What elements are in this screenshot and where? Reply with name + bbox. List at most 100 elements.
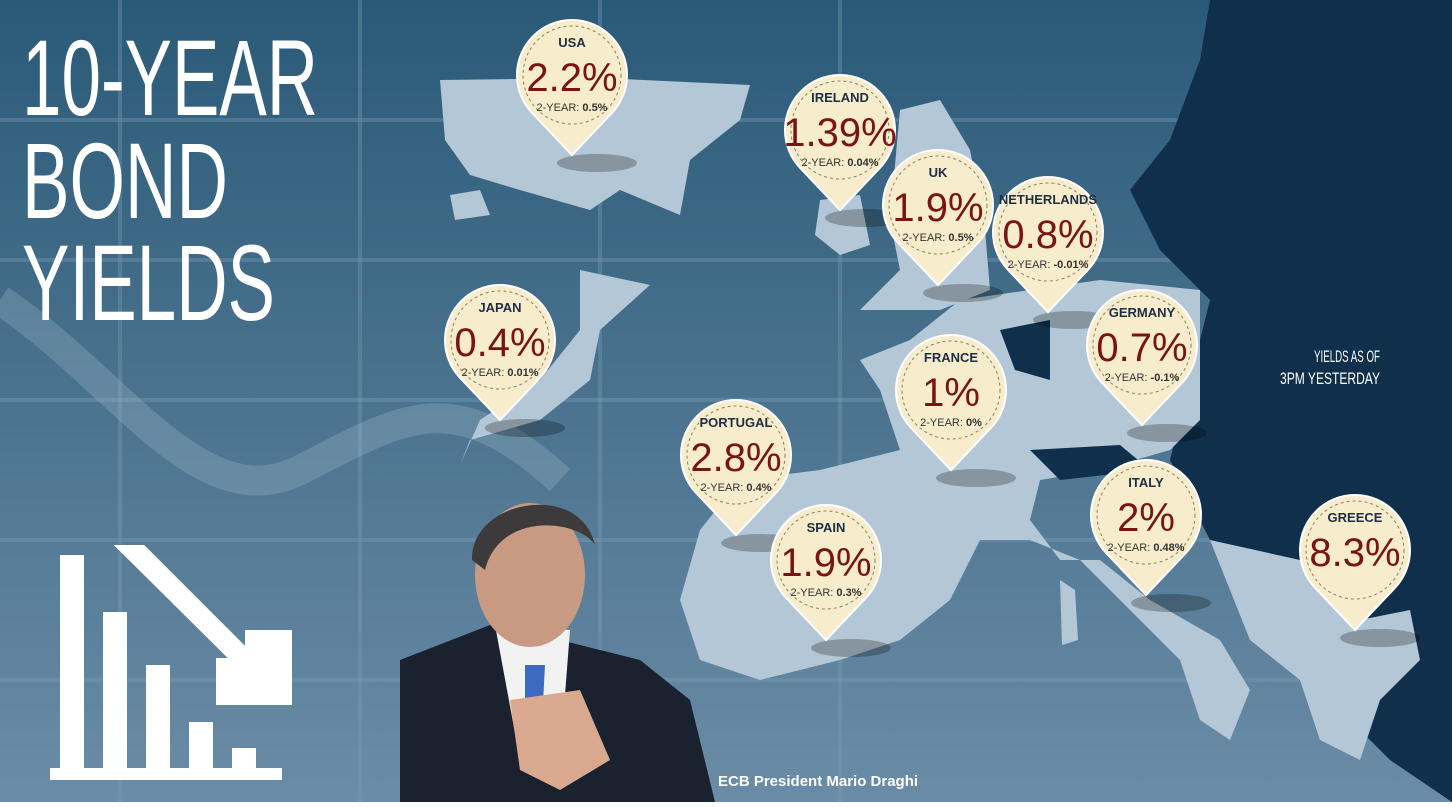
yield-10: 0.8% [1002,213,1093,257]
pin-dash [1096,465,1196,565]
pin: UK 1.9% 2-YEAR: 0.5% [882,149,1003,302]
pin-shape [992,176,1104,314]
pin-shape [1299,494,1411,632]
decor-wave [0,287,571,496]
yield-2-label: 2-YEAR: [801,157,844,169]
yield-2: 2-YEAR: 0.01% [461,367,538,379]
pin-shadow [923,284,1003,302]
country: FRANCE [924,350,978,365]
title-line: YIELDS [22,222,275,343]
country: USA [558,35,586,50]
country: GREECE [1328,510,1383,525]
yield-2-label: 2-YEAR: [791,587,834,599]
note: YIELDS AS OF 3PM YESTERDAY [1280,347,1380,388]
yield-2: 2-YEAR: 0.5% [537,102,608,114]
pin-shadow [1131,594,1211,612]
pin: SPAIN 1.9% 2-YEAR: 0.3% [770,504,891,657]
yield-2-value: 0.5% [582,102,607,114]
pin-dash [888,155,988,255]
yield-2-value: -0.1% [1151,372,1180,384]
yield-2-value: -0.01% [1054,259,1089,271]
pin-shape [680,399,792,537]
country: NETHERLANDS [999,192,1098,207]
photo [400,503,715,802]
country: GERMANY [1109,305,1176,320]
yield-2: 2-YEAR: 0% [920,417,982,429]
pin-shape [784,74,896,212]
yield-10: 1% [922,371,980,415]
yield-10: 0.4% [454,321,545,365]
photo-caption: ECB President Mario Draghi [718,773,918,790]
pin: GERMANY 0.7% 2-YEAR: -0.1% [1086,289,1207,442]
pin-shape [770,504,882,642]
yield-2: 2-YEAR: 0.4% [701,482,772,494]
yield-10: 2% [1117,496,1175,540]
title-line: 10-YEAR [22,17,318,138]
pin: ITALY 2% 2-YEAR: 0.48% [1090,459,1211,612]
yield-2-label: 2-YEAR: [461,367,504,379]
pin-dash [901,340,1001,440]
country: SPAIN [807,520,846,535]
yield-10: 2.8% [690,436,781,480]
yield-2-value: 0% [966,417,982,429]
pin-shape [1086,289,1198,427]
pin-dash [1305,500,1405,600]
pin-dash [790,80,890,180]
pin-dash [776,510,876,610]
yield-2-value: 0.4% [746,482,771,494]
pin-shape [1090,459,1202,597]
yield-2-value: 0.48% [1153,542,1184,554]
yield-10: 0.7% [1096,326,1187,370]
pin-dash [686,405,786,505]
pin-shape [882,149,994,287]
yield-2: 2-YEAR: 0.5% [903,232,974,244]
yield-2-label: 2-YEAR: [1008,259,1051,271]
pin: NETHERLANDS 0.8% 2-YEAR: -0.01% [992,176,1113,329]
pin-shape [895,334,1007,472]
country: IRELAND [811,90,869,105]
pin: IRELAND 1.39% 2-YEAR: 0.04% [783,74,905,227]
pin-dash [998,182,1098,282]
yield-2: 2-YEAR: -0.01% [1008,259,1089,271]
yield-10: 1.9% [780,541,871,585]
pin: FRANCE 1% 2-YEAR: 0% [895,334,1016,487]
note-line: YIELDS AS OF [1314,347,1380,366]
pin-dash [1092,295,1192,395]
note-line: 3PM YESTERDAY [1280,369,1380,388]
yield-10: 2.2% [526,56,617,100]
markers: USA 2.2% 2-YEAR: 0.5% IRELAND 1.39% 2-YEAR: 0… [444,19,1420,657]
yield-2-value: 0.3% [836,587,861,599]
pin-dash [522,25,622,125]
pin: PORTUGAL 2.8% 2-YEAR: 0.4% [680,399,801,552]
yield-10: 1.39% [783,111,896,155]
yield-10: 1.9% [892,186,983,230]
country: PORTUGAL [700,415,773,430]
pin: GREECE 8.3% [1299,494,1420,647]
country: JAPAN [478,300,521,315]
country: UK [929,165,948,180]
yield-2-value: 0.5% [948,232,973,244]
yield-2-label: 2-YEAR: [920,417,963,429]
pin-shape [444,284,556,422]
yield-2: 2-YEAR: 0.3% [791,587,862,599]
title-line: BOND [22,120,228,241]
pin-shadow [811,639,891,657]
yield-10: 8.3% [1309,531,1400,575]
yield-2-value: 0.01% [507,367,538,379]
yield-2: 2-YEAR: 0.04% [801,157,878,169]
yield-2-label: 2-YEAR: [537,102,580,114]
yield-2-label: 2-YEAR: [1107,542,1150,554]
pin-shadow [1340,629,1420,647]
country: ITALY [1128,475,1164,490]
pin-shape [516,19,628,157]
pin: JAPAN 0.4% 2-YEAR: 0.01% [444,284,565,437]
yield-2: 2-YEAR: 0.48% [1107,542,1184,554]
pin-shadow [936,469,1016,487]
pin: USA 2.2% 2-YEAR: 0.5% [516,19,637,172]
pin-shadow [485,419,565,437]
yield-2-label: 2-YEAR: [903,232,946,244]
pin-shadow [1127,424,1207,442]
yield-2-label: 2-YEAR: [701,482,744,494]
